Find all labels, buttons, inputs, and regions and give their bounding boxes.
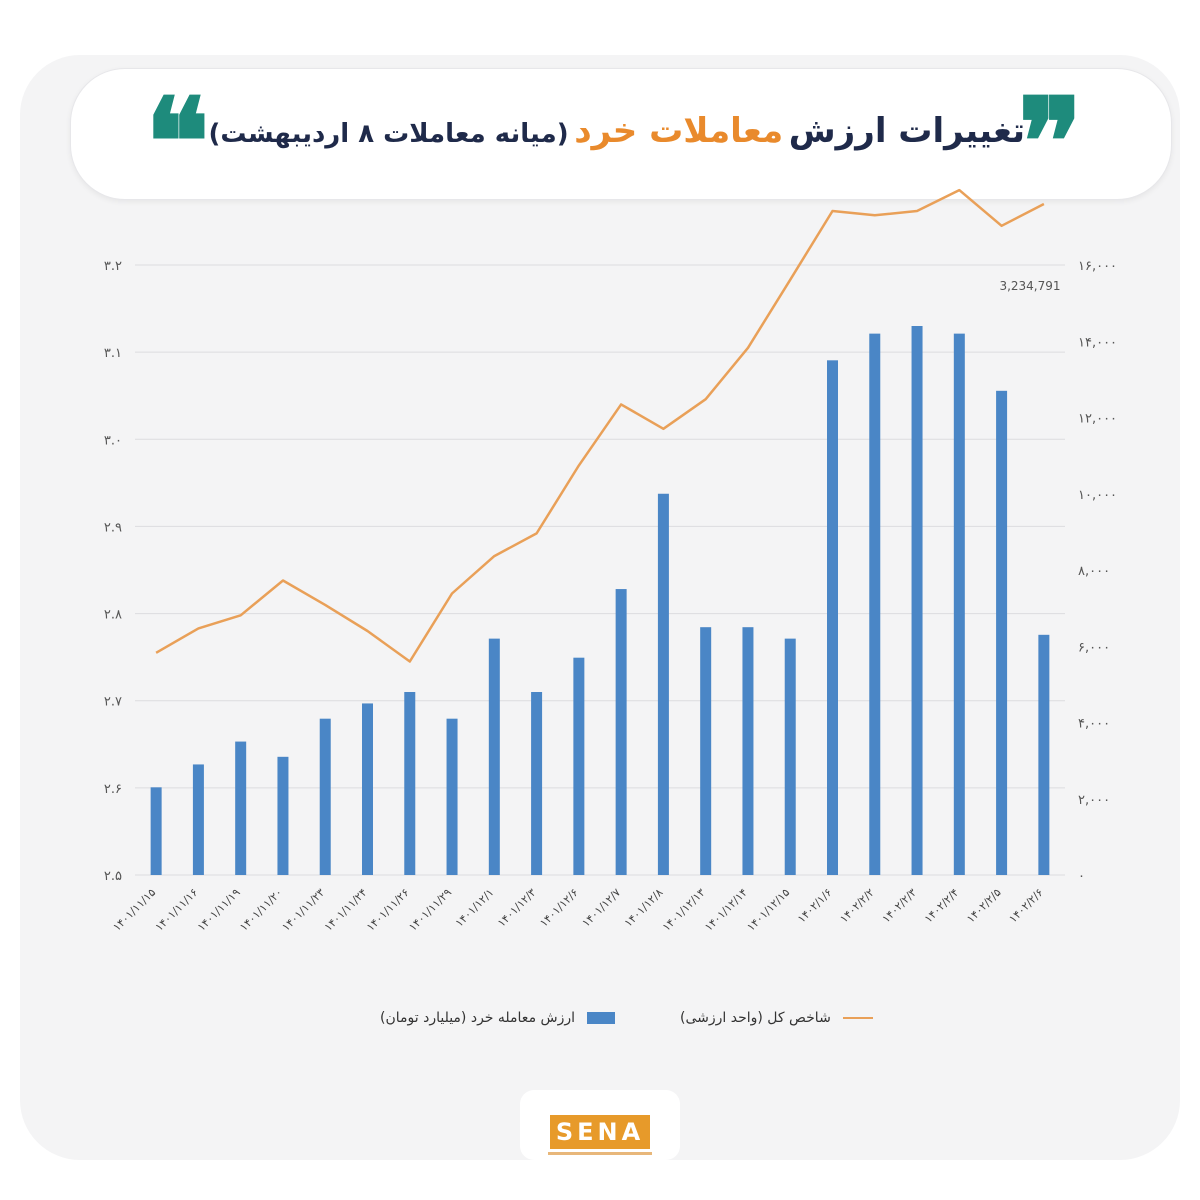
sena-logo: SENA [550,1115,650,1149]
line-annotation-label: 3,234,791 [999,279,1060,293]
x-tick-label: ۱۴۰۱/۱۲/۶ [537,886,581,930]
legend-line-swatch [843,1017,874,1019]
x-tick-label: ۱۴۰۱/۱۱/۱۵ [110,886,158,934]
x-tick-label: ۱۴۰۱/۱۲/۳ [495,886,539,930]
x-tick-label: ۱۴۰۱/۱۲/۱۳ [660,886,708,934]
x-tick-label: ۱۴۰۱/۱۲/۸ [622,886,666,930]
x-tick-label: ۱۴۰۱/۱۱/۲۴ [322,886,370,934]
legend-line-label: شاخص کل (واحد ارزشی) [680,1010,831,1026]
y-right-tick-label: ۴,۰۰۰ [1078,717,1110,732]
x-tick-label: ۱۴۰۱/۱۲/۱ [453,886,497,930]
bar [573,657,585,875]
title-part-1: تغییرات ارزش [788,111,1025,151]
y-left-tick-label: ۲.۶ [104,782,122,797]
page-title: تغییرات ارزش معاملات خرد (میانه معاملات … [209,96,1025,166]
legend-bar-entry: ارزش معامله خرد (میلیارد تومان) [380,1010,616,1026]
title-part-2: معاملات خرد [574,111,784,151]
y-left-tick-label: ۳.۲ [104,259,122,274]
x-tick-label: ۱۴۰۲/۲/۲ [837,886,877,926]
chart-card [20,55,1180,1160]
bar [911,326,923,875]
x-tick-label: ۱۴۰۲/۱/۶ [795,886,835,926]
bar [742,627,754,875]
x-tick-label: ۱۴۰۱/۱۱/۱۶ [153,886,201,934]
x-tick-label: ۱۴۰۱/۱۱/۲۰ [237,886,285,934]
y-left-tick-label: ۳.۱ [104,346,122,361]
bar [235,741,247,875]
bar [277,756,289,875]
x-tick-label: ۱۴۰۲/۲/۵ [964,886,1004,926]
x-tick-label: ۱۴۰۲/۲/۶ [1006,886,1046,926]
legend-bar-label: ارزش معامله خرد (میلیارد تومان) [380,1010,576,1026]
y-left-tick-label: ۲.۵ [104,869,122,884]
y-right-tick-label: ۱۶,۰۰۰ [1078,259,1117,274]
x-tick-label: ۱۴۰۱/۱۲/۱۴ [702,886,750,934]
bar [784,638,796,875]
title-banner [70,68,1172,200]
legend-line-entry: شاخص کل (واحد ارزشی) [680,1010,874,1026]
bar [531,692,543,875]
quote-close-icon: ❞ [1018,72,1083,213]
bar [657,493,669,875]
y-left-tick-label: ۲.۸ [104,608,122,623]
bar [362,703,373,875]
bar [150,787,162,875]
y-right-tick-label: ۲,۰۰۰ [1078,793,1110,808]
bar [615,589,627,875]
y-left-tick-label: ۲.۹ [104,520,122,535]
legend-bar-swatch [587,1012,616,1024]
y-left-tick-label: ۳.۰ [104,433,122,448]
y-right-tick-label: ۱۰,۰۰۰ [1078,488,1117,503]
bar [404,692,416,875]
bar [488,638,500,875]
x-tick-label: ۱۴۰۱/۱۱/۱۹ [195,886,243,934]
y-right-tick-label: ۸,۰۰۰ [1078,564,1110,579]
x-tick-label: ۱۴۰۱/۱۲/۱۵ [744,886,792,934]
y-right-tick-label: ۰ [1078,869,1085,884]
bar [319,718,331,875]
y-right-tick-label: ۱۲,۰۰۰ [1078,412,1117,427]
x-tick-label: ۱۴۰۱/۱۱/۲۶ [364,886,412,934]
y-left-tick-label: ۲.۷ [104,695,122,710]
bar [869,333,881,875]
quote-open-icon: ❝ [145,72,210,213]
bar [953,333,965,875]
index-line [155,188,1045,663]
bar [192,764,204,875]
bar [827,360,838,875]
x-tick-label: ۱۴۰۱/۱۱/۲۳ [279,886,327,934]
x-tick-label: ۱۴۰۲/۲/۴ [922,886,962,926]
bar [996,390,1008,875]
bar [446,718,458,875]
x-tick-label: ۱۴۰۱/۱۲/۷ [580,886,624,930]
bar [700,627,712,875]
title-part-3: (میانه معاملات ۸ اردیبهشت) [208,119,569,149]
y-right-tick-label: ۱۴,۰۰۰ [1078,335,1117,350]
x-tick-label: ۱۴۰۱/۱۱/۲۹ [406,886,454,934]
logo-underline [548,1152,652,1155]
y-right-tick-label: ۶,۰۰۰ [1078,640,1110,655]
bar [1038,634,1050,875]
x-tick-label: ۱۴۰۲/۲/۳ [880,886,920,926]
